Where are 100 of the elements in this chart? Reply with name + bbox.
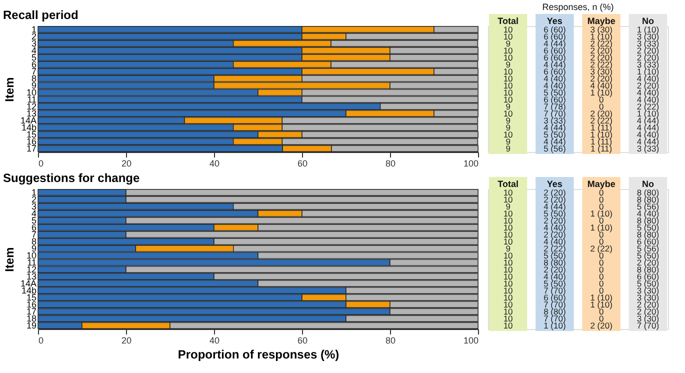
x-tick-label: 0 [38, 158, 44, 168]
text: 4 (40) [636, 208, 660, 218]
text: 1 (10) [544, 320, 566, 330]
text: 4 (44) [636, 116, 660, 126]
text: 6 (60) [544, 32, 566, 42]
text: 10 [503, 94, 513, 104]
text: 0 [598, 264, 604, 274]
text: 9 [506, 144, 510, 154]
text: 0 [598, 194, 604, 204]
text: 9 [506, 202, 510, 212]
x-tick-label: 100 [463, 158, 478, 168]
text: 0 [598, 286, 604, 296]
text: 10 [503, 74, 513, 84]
text: 6 (60) [636, 272, 660, 282]
text: 10 [503, 292, 513, 302]
x-tick-label: 40 [209, 158, 220, 168]
chart-title: Recall period [2, 8, 78, 22]
x-tick-label: 0 [38, 336, 44, 346]
text: 6 (60) [544, 46, 566, 56]
text: 5 (50) [636, 222, 660, 232]
text: 2 (20) [636, 52, 660, 62]
text: 1 (11) [590, 144, 612, 154]
text: 0 [598, 236, 604, 246]
text: 3 (30) [636, 286, 660, 296]
y-tick-label: 19 [26, 320, 36, 331]
text: 10 [503, 108, 513, 118]
category-label: Maybe [587, 179, 616, 189]
text: 7 (70) [544, 314, 566, 324]
text: Responses, n (%) [542, 2, 614, 12]
text: 10 [503, 66, 513, 76]
text: 0 [598, 258, 604, 268]
text: 8 (80) [636, 264, 660, 274]
text: 2 (20) [544, 216, 566, 226]
text: 4 (40) [544, 236, 566, 246]
text: 10 [503, 320, 513, 330]
x-tick-label: 100 [463, 336, 478, 346]
text: 6 (60) [544, 292, 566, 302]
text: 4 (44) [544, 122, 566, 132]
text: 2 (22) [544, 244, 566, 254]
text: 9 [506, 116, 510, 126]
text: 4 (40) [590, 80, 612, 90]
text: 5 (50) [636, 278, 660, 288]
text: 3 (33) [544, 116, 566, 126]
text: 1 (10) [590, 88, 612, 98]
x-tick-label: 60 [297, 158, 308, 168]
text: 2 (20) [544, 194, 566, 204]
text: 4 (40) [636, 88, 660, 98]
text: 9 [506, 122, 510, 132]
text: 6 (60) [544, 24, 566, 34]
text: 10 [503, 32, 513, 42]
text: 7 (70) [544, 300, 566, 310]
x-tick-label: 20 [121, 158, 132, 168]
text: 3 (30) [636, 314, 660, 324]
text: 3 (33) [636, 144, 660, 154]
text: 9 [506, 102, 510, 112]
text: 1 (10) [590, 32, 612, 42]
text: 6 (60) [636, 236, 660, 246]
text: 8 (80) [636, 230, 660, 240]
text: 5 (50) [544, 208, 566, 218]
text: 3 (30) [636, 32, 660, 42]
text: 4 (40) [636, 94, 660, 104]
text: 2 (20) [590, 46, 612, 56]
text: 0 [598, 278, 604, 288]
text: 2 (20) [544, 230, 566, 240]
text: 1 (10) [590, 300, 612, 310]
text: 10 [503, 314, 513, 324]
text: 10 [503, 300, 513, 310]
text: 4 (40) [544, 222, 566, 232]
text: 10 [503, 88, 513, 98]
text: 1 (10) [636, 108, 660, 118]
text: 4 (44) [544, 202, 566, 212]
text: 1 (10) [636, 24, 660, 34]
text: 6 (60) [544, 94, 566, 104]
text: 5 (56) [636, 244, 660, 254]
text: 10 [503, 24, 513, 34]
text: 10 [503, 230, 513, 240]
text: 8 (80) [544, 306, 566, 316]
text: 2 (22) [590, 60, 612, 70]
text: 0 [598, 102, 604, 112]
text: 5 (56) [636, 202, 660, 212]
text: 2 (20) [636, 306, 660, 316]
text: 1 (11) [590, 136, 612, 146]
y-tick-label: 5 [31, 52, 36, 62]
x-tick-label: 40 [209, 336, 220, 346]
x-tick-label: 20 [121, 336, 132, 346]
text: 3 (30) [636, 292, 660, 302]
text: 3 (30) [590, 24, 612, 34]
y-tick-label: 5 [31, 215, 36, 226]
x-tick-label: 80 [385, 158, 396, 168]
text: 4 (44) [636, 122, 660, 132]
text: 3 (33) [636, 60, 660, 70]
text: 4 (40) [636, 130, 660, 140]
text: 10 [503, 188, 513, 198]
category-label: Total [498, 179, 518, 189]
y-axis-title: Item [2, 77, 16, 102]
text: 2 (22) [636, 102, 660, 112]
text: 5 (50) [544, 278, 566, 288]
text: 9 [506, 136, 510, 146]
text: 8 (80) [636, 188, 660, 198]
text: 7 (70) [544, 108, 566, 118]
